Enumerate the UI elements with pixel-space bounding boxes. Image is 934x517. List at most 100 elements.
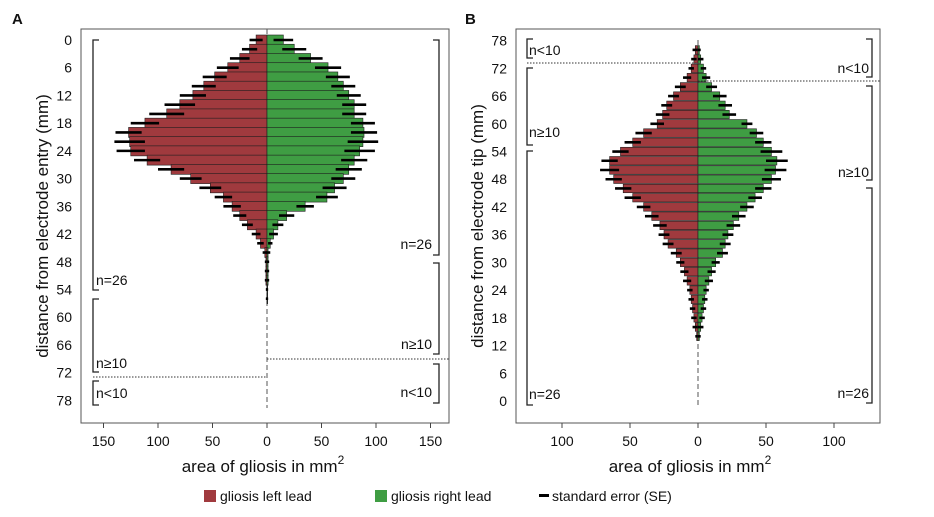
bar-left-56mm (632, 137, 699, 147)
panel-a-bracket-right-nlt10 (433, 363, 440, 404)
panel-b-x-axis-label: area of gliosis in mm2 (609, 453, 772, 476)
bar-left-44mm (632, 193, 699, 203)
y-tick-label: 42 (491, 199, 507, 215)
y-tick-label: 78 (56, 392, 72, 408)
panel-a-bracket-left-n10 (92, 298, 99, 373)
legend-swatch-right (375, 490, 387, 502)
bar-left-54mm (620, 146, 699, 157)
x-tick-label: 100 (146, 433, 170, 449)
y-tick-label: 42 (56, 226, 72, 242)
y-tick-label: 24 (56, 143, 72, 159)
bar-left-50mm (609, 165, 699, 175)
panel-a-annotation-right-n10: n≥10 (401, 336, 432, 352)
panel-b-bracket-left-nlt10 (526, 38, 533, 59)
panel-b-annotation-left-n10: n≥10 (529, 124, 560, 140)
panel-a-plot-frame (80, 28, 450, 424)
y-tick-label: 54 (491, 144, 507, 160)
bar-right-48mm (697, 174, 772, 184)
x-tick-label: 100 (550, 433, 574, 449)
bar-right-46mm (697, 183, 764, 194)
bar-left-22mm (129, 136, 268, 147)
legend-label-right: gliosis right lead (391, 488, 491, 504)
x-tick-label: 150 (419, 433, 443, 449)
bar-left-28mm (170, 164, 268, 175)
bar-right-54mm (697, 146, 772, 157)
panel-a-x-axis-label: area of gliosis in mm2 (182, 453, 345, 476)
x-tick-label: 50 (314, 433, 330, 449)
panel-b-bracket-right-n26 (866, 187, 873, 404)
panel-b-bracket-right-n10 (866, 85, 873, 181)
bar-right-12mm (266, 90, 350, 101)
panel-a-y-ticks: 0 6 12 18 24 30 36 42 48 54 60 66 72 78 (56, 32, 72, 408)
panel-a-bars (114, 34, 379, 305)
y-tick-label: 24 (491, 282, 507, 298)
y-tick-label: 36 (491, 227, 507, 243)
panel-a-annotation-right-nlt10: n<10 (400, 384, 432, 400)
panel-a-annotation-right-n26: n=26 (400, 236, 432, 252)
y-tick-label: 0 (64, 32, 72, 48)
panel-b-bars (600, 45, 788, 341)
panel-a-annotation-left-nlt10: n<10 (96, 385, 128, 401)
panel-b-x-ticks: 100 50 0 50 100 (550, 423, 846, 449)
y-tick-label: 30 (56, 171, 72, 187)
panel-a-letter: A (12, 11, 23, 28)
panel-b-letter: B (465, 11, 476, 28)
bar-left-52mm (609, 156, 699, 166)
bar-right-20mm (266, 127, 365, 138)
panel-b-annotation-right-n10: n≥10 (838, 164, 869, 180)
panel-a-bracket-left-nlt10 (92, 380, 99, 406)
panel-b-y-axis-label: distance from electrode tip (mm) (468, 104, 487, 348)
bar-right-44mm (697, 193, 756, 203)
x-tick-label: 150 (92, 433, 116, 449)
y-tick-label: 54 (56, 281, 72, 297)
panel-b-annotation-left-nlt10: n<10 (529, 42, 561, 58)
panel-b-annotation-right-nlt10: n<10 (837, 60, 869, 76)
legend-label-left: gliosis left lead (220, 488, 312, 504)
bar-left-42mm (643, 202, 699, 212)
bar-right-56mm (697, 137, 764, 147)
bar-right-58mm (697, 128, 757, 138)
y-tick-label: 30 (491, 254, 507, 270)
y-tick-label: 6 (499, 365, 507, 381)
y-tick-label: 6 (64, 60, 72, 76)
panel-a-annotation-left-n26: n=26 (96, 272, 128, 288)
y-tick-label: 12 (56, 87, 72, 103)
legend: gliosis left lead gliosis right lead sta… (204, 488, 672, 504)
bar-right-16mm (266, 108, 355, 120)
y-tick-label: 72 (491, 60, 507, 76)
bar-left-20mm (128, 127, 268, 138)
x-tick-label: 0 (263, 433, 271, 449)
bar-right-18mm (266, 117, 364, 129)
y-tick-label: 48 (56, 254, 72, 270)
y-tick-label: 66 (491, 88, 507, 104)
panel-b-bracket-left-n26 (526, 150, 533, 406)
panel-a-x-axis-text: area of gliosis in mm (182, 457, 338, 476)
bar-left-40mm (651, 211, 699, 221)
legend-swatch-left (204, 490, 216, 502)
bar-left-48mm (613, 174, 699, 184)
panel-b-y-ticks: 0 6 12 18 24 30 36 42 48 54 60 66 72 78 (491, 33, 507, 409)
y-tick-label: 72 (56, 365, 72, 381)
y-tick-label: 0 (499, 393, 507, 409)
y-tick-label: 60 (491, 116, 507, 132)
x-tick-label: 50 (205, 433, 221, 449)
y-tick-label: 12 (491, 338, 507, 354)
x-tick-label: 100 (822, 433, 846, 449)
legend-swatch-se (539, 494, 549, 497)
panel-a: A 0 6 12 18 24 30 36 42 48 54 60 66 72 78 150 100 50 0 50… (12, 11, 450, 476)
x-tick-label: 100 (364, 433, 388, 449)
y-tick-label: 78 (491, 33, 507, 49)
bar-right-52mm (697, 156, 778, 166)
x-tick-label: 50 (622, 433, 638, 449)
bar-left-46mm (622, 183, 699, 194)
panel-a-y-axis-label: distance from electrode entry (mm) (33, 94, 52, 358)
panel-b-annotation-left-n26: n=26 (529, 386, 561, 402)
y-tick-label: 60 (56, 309, 72, 325)
legend-label-se: standard error (SE) (552, 488, 672, 504)
y-tick-label: 36 (56, 198, 72, 214)
bar-right-42mm (697, 202, 748, 212)
panel-b-x-axis-text: area of gliosis in mm (609, 457, 765, 476)
panel-a-bracket-right-n26 (433, 39, 440, 256)
